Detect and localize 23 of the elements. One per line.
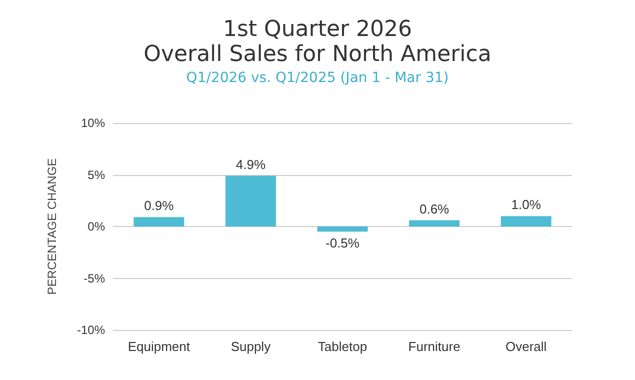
bar: [134, 217, 184, 226]
chart-title: 1st Quarter 2026 Overall Sales for North America: [144, 17, 492, 67]
data-label: 1.0%: [511, 197, 542, 212]
x-tick-label: Overall: [506, 339, 547, 354]
data-label: 0.9%: [144, 198, 174, 214]
y-tick-label: 5%: [88, 168, 106, 182]
y-tick-label: -5%: [84, 271, 106, 286]
y-axis-title: PERCENTAGE CHANGE: [45, 158, 59, 295]
y-tick-label: 0%: [88, 220, 106, 234]
bar: [500, 216, 552, 226]
data-label: 4.9%: [236, 156, 266, 172]
x-tick-label: Furniture: [408, 339, 460, 354]
bar: [225, 176, 276, 226]
bar: [317, 226, 368, 232]
bar: [409, 220, 460, 226]
y-tick-label: 10%: [80, 116, 106, 130]
data-label: 0.6%: [419, 201, 450, 216]
x-tick-label: Equipment: [128, 339, 190, 354]
chart-subtitle: Q1/2026 vs. Q1/2025 (Jan 1 - Mar 31): [186, 70, 449, 86]
x-tick-label: Supply: [230, 339, 272, 354]
x-tick-label: Tabletop: [318, 339, 368, 354]
y-tick-label: -10%: [76, 323, 106, 337]
data-label: -0.5%: [326, 236, 360, 251]
